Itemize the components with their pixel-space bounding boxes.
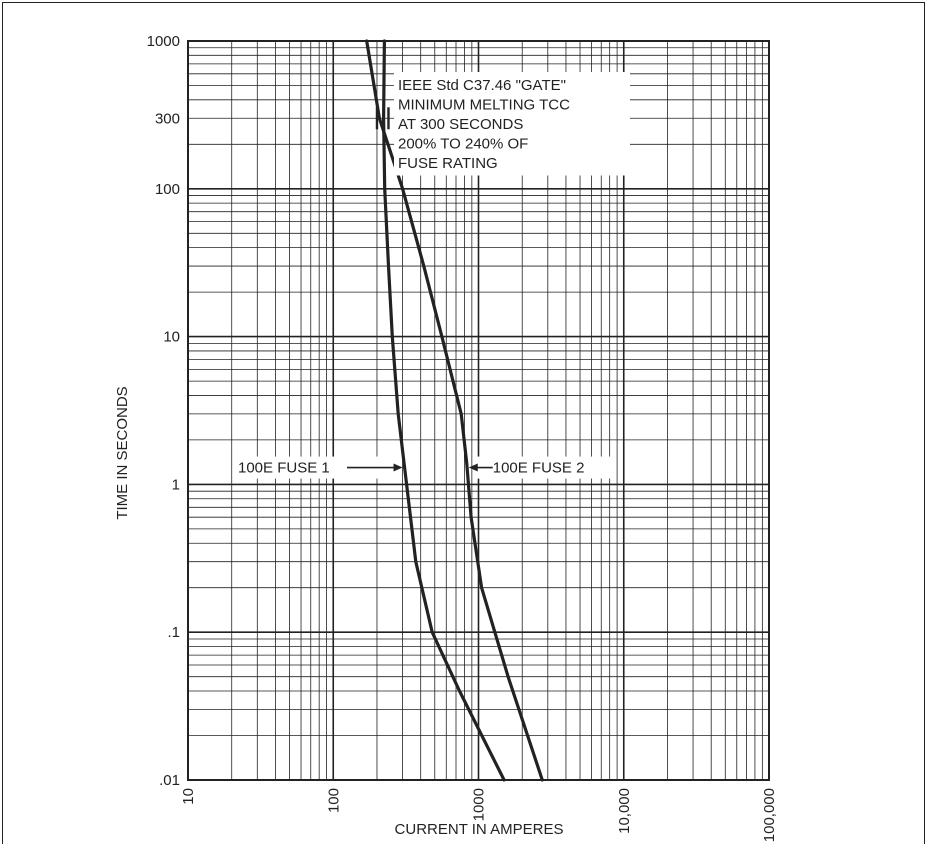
- y-tick-label: .1: [167, 624, 180, 641]
- y-tick-label: 100: [155, 181, 180, 198]
- fuse1-label: 100E FUSE 1: [238, 460, 330, 477]
- x-tick-label: 10: [180, 788, 197, 805]
- gate-note-line: FUSE RATING: [398, 155, 498, 172]
- y-axis-label: TIME IN SECONDS: [114, 386, 131, 519]
- gate-note-line: MINIMUM MELTING TCC: [398, 97, 570, 114]
- fuse2-label-background: [472, 456, 615, 479]
- fuse1-arrow-head: [393, 463, 403, 472]
- y-tick-label: 1000: [147, 33, 180, 50]
- plot-border: [187, 40, 770, 781]
- gate-note-background: [394, 72, 630, 176]
- x-tick-label: 10,000: [616, 788, 633, 834]
- gate-note-line: IEEE Std C37.46 "GATE": [398, 77, 566, 94]
- x-tick-label: 100,000: [761, 788, 778, 842]
- x-tick-label: 1000: [471, 788, 488, 821]
- series-line-fuse-1: [382, 39, 506, 782]
- y-tick-label: .01: [159, 772, 180, 789]
- fuse1-label-background: [233, 456, 381, 479]
- gate-note-line: AT 300 SECONDS: [398, 116, 523, 133]
- y-tick-label: 1: [172, 476, 180, 493]
- gate-note-line: 200% TO 240% OF: [398, 136, 528, 153]
- x-axis-label: CURRENT IN AMPERES: [395, 821, 564, 838]
- annotations: IEEE Std C37.46 "GATE" MINIMUM MELTING TC…: [233, 72, 630, 479]
- fuse2-label: 100E FUSE 2: [493, 460, 585, 477]
- y-tick-label: 10: [163, 329, 180, 346]
- y-tick-label: 300: [155, 110, 180, 127]
- x-tick-label: 100: [325, 788, 342, 813]
- fuse2-arrow-head: [468, 463, 478, 472]
